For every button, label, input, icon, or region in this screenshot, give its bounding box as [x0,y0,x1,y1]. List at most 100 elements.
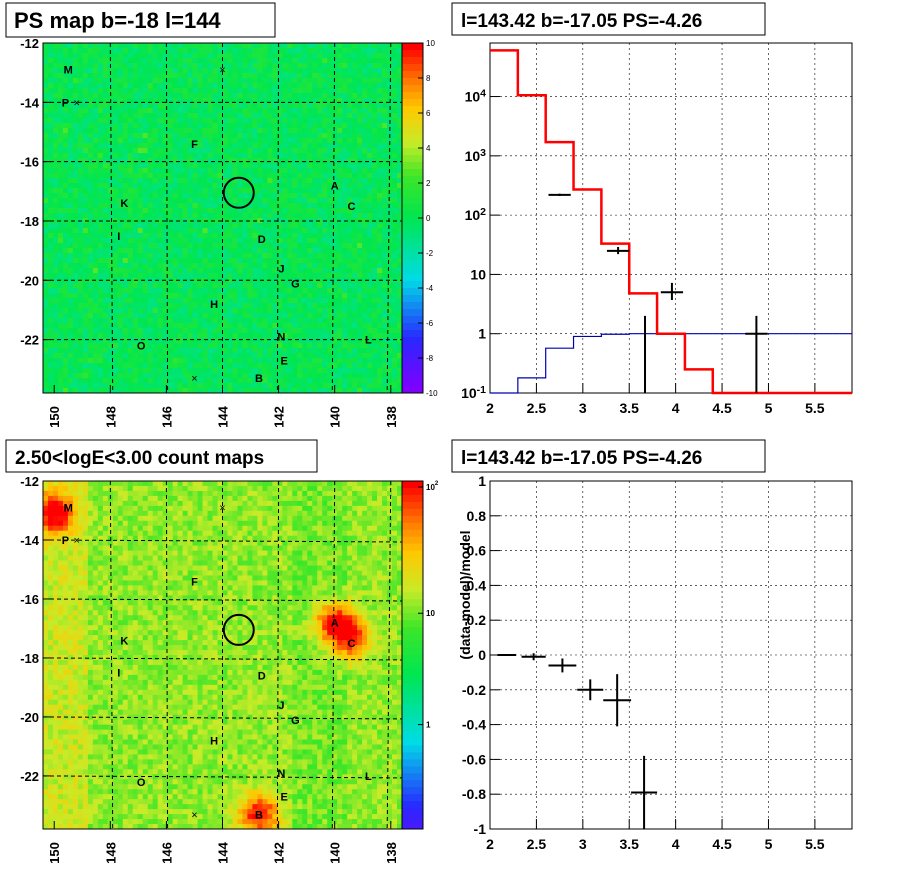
map-cell [287,323,293,329]
map-cell [282,368,288,374]
map-ps-title-box: PS map b=-18 l=144 [5,2,276,38]
map-cell [277,373,283,379]
map-cell [232,73,238,79]
map-cell [347,133,353,139]
map-cell [372,138,378,144]
map-cell [307,338,313,344]
map-cell [47,98,54,104]
map-cell [317,338,323,344]
map-cell [312,288,318,294]
map-cell [312,53,318,59]
map-cell [62,268,69,274]
map-cell [152,168,159,174]
map-cell [322,283,328,289]
map-cell [382,378,388,384]
map-cell [347,68,353,74]
map-cell [377,158,383,164]
map-cell [107,153,114,159]
map-cell [292,333,298,339]
map-cell [137,313,144,319]
map-cell [262,288,268,294]
map-cell [107,213,114,219]
map-cell [47,248,54,254]
map-cell [267,243,273,249]
map-cell [237,208,243,214]
map-cell [62,273,69,279]
map-cell [157,123,164,129]
map-cell [362,388,368,394]
map-cell [62,163,69,169]
map-cell [302,98,308,104]
map-cell [377,88,383,94]
map-cell [337,158,343,164]
map-cell [287,298,293,304]
map-cell [322,378,328,384]
map-cell [247,368,253,374]
map-cell [347,298,353,304]
map-cell [177,203,184,209]
map-cell [267,353,273,359]
map-cell [192,93,198,99]
map-cell [282,88,288,94]
map-cell [332,318,338,324]
map-cell [43,73,49,79]
map-cell [127,213,134,219]
map-cell [212,198,218,204]
map-cell [122,383,129,389]
map-cell [347,248,353,254]
map-cell [117,298,124,304]
map-cell [152,273,159,279]
map-cell [277,63,283,69]
map-cell [272,173,278,179]
map-cell [172,93,179,99]
map-cell [137,143,144,149]
map-cell [157,388,164,394]
map-cell [312,108,318,114]
map-cell [257,78,263,84]
map-cell [262,113,268,119]
map-cell [312,353,318,359]
map-cell [157,63,164,69]
map-cell [222,93,228,99]
map-cell [337,198,343,204]
map-cell [337,58,343,64]
map-cell [112,98,119,104]
map-cell [92,248,99,254]
map-cell [217,48,223,54]
map-cell [127,108,134,114]
map-cell [277,53,283,59]
map-cell [43,123,49,129]
map-cell [132,118,139,124]
map-cell [62,358,69,364]
map-cell [227,238,233,244]
map-cell [317,78,323,84]
map-cell [77,123,84,129]
map-cell [392,268,398,274]
map-cell [297,318,303,324]
map-cell [312,43,318,49]
map-cell [262,83,268,89]
map-cell [202,73,208,79]
map-ps-title: PS map b=-18 l=144 [14,8,221,33]
map-cell [167,373,174,379]
map-cell [272,213,278,219]
map-cell [387,103,393,109]
map-cell [322,68,328,74]
map-cell [262,173,268,179]
map-cell [87,298,94,304]
map-cell [92,213,99,219]
map-cell [252,138,258,144]
map-cell [197,288,203,294]
map-cell [57,298,64,304]
map-cell [232,383,238,389]
map-cell [262,133,268,139]
map-cell [322,93,328,99]
map-cell [52,233,59,239]
map-cell [47,128,54,134]
map-cell [292,368,298,374]
map-cell [317,303,323,309]
map-cell [357,93,363,99]
map-cell [277,178,283,184]
map-cell [152,143,159,149]
map-cell [262,388,268,394]
